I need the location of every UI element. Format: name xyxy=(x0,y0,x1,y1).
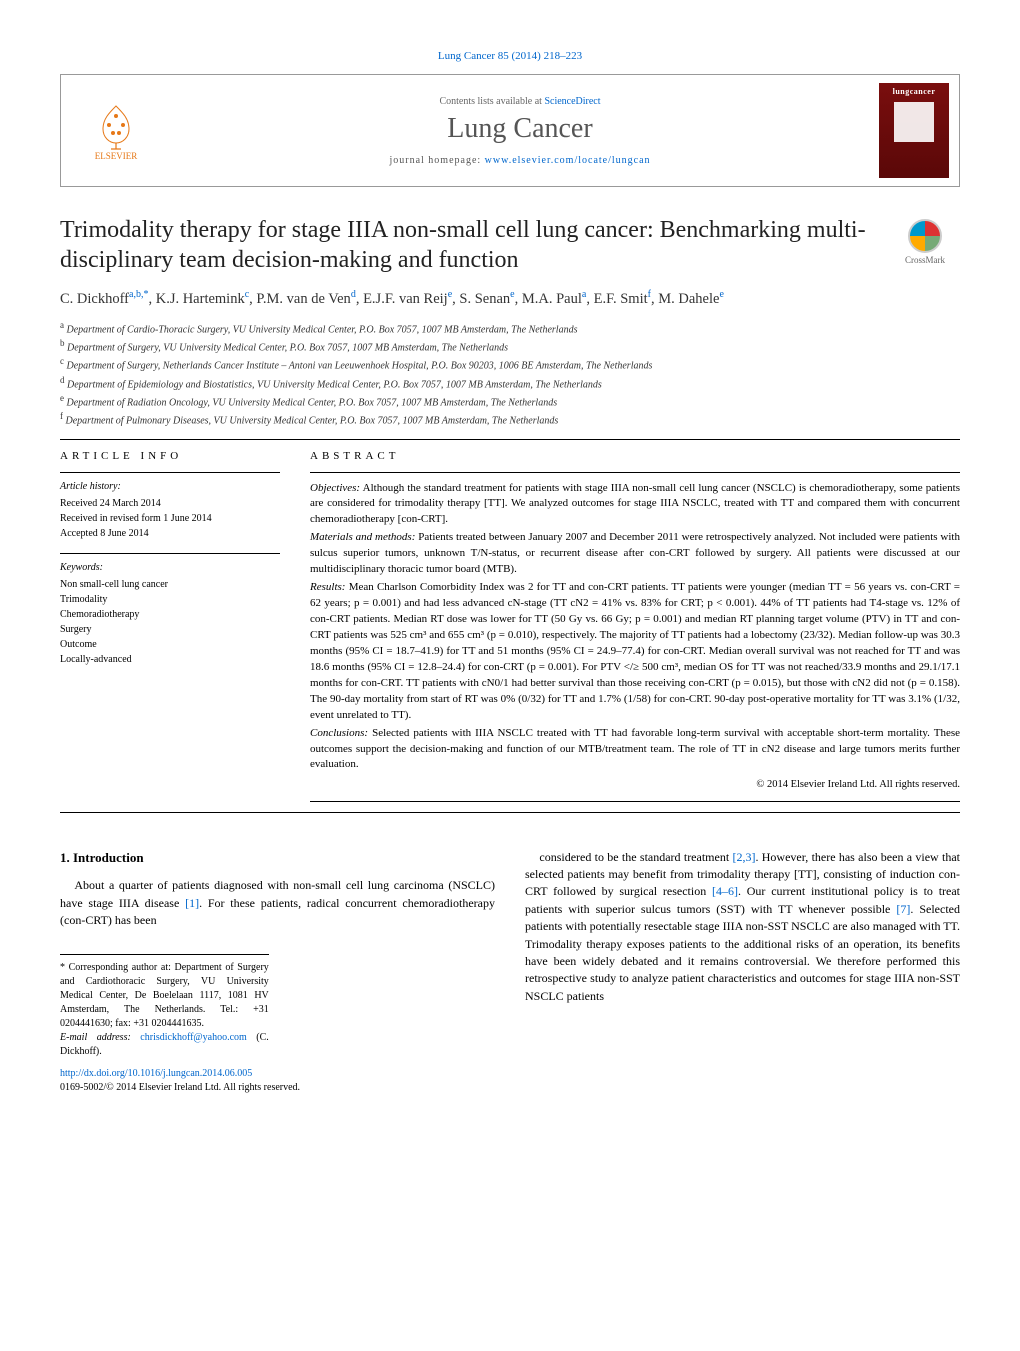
affiliation-item: a Department of Cardio-Thoracic Surgery,… xyxy=(60,319,960,337)
keyword-item: Surgery xyxy=(60,622,280,637)
email-label: E-mail address: xyxy=(60,1032,140,1043)
article-info-panel: ARTICLE INFO Article history: Received 2… xyxy=(60,450,280,802)
footnotes: * Corresponding author at: Department of… xyxy=(60,954,269,1059)
affiliation-item: b Department of Surgery, VU University M… xyxy=(60,337,960,355)
journal-reference: Lung Cancer 85 (2014) 218–223 xyxy=(60,50,960,62)
journal-header: ELSEVIER Contents lists available at Sci… xyxy=(60,74,960,187)
article-title: Trimodality therapy for stage IIIA non-s… xyxy=(60,215,878,275)
intro-para-1: About a quarter of patients diagnosed wi… xyxy=(60,877,495,929)
results-label: Results: xyxy=(310,581,345,593)
elsevier-logo: ELSEVIER xyxy=(71,86,161,176)
keyword-item: Outcome xyxy=(60,637,280,652)
elsevier-tree-icon xyxy=(91,101,141,151)
journal-homepage: journal homepage: www.elsevier.com/locat… xyxy=(161,155,879,166)
methods-label: Materials and methods: xyxy=(310,531,415,543)
affiliation-item: d Department of Epidemiology and Biostat… xyxy=(60,374,960,392)
email-link[interactable]: chrisdickhoff@yahoo.com xyxy=(140,1032,247,1043)
homepage-link[interactable]: www.elsevier.com/locate/lungcan xyxy=(485,155,651,166)
doi-link[interactable]: http://dx.doi.org/10.1016/j.lungcan.2014… xyxy=(60,1068,252,1079)
affiliation-item: f Department of Pulmonary Diseases, VU U… xyxy=(60,410,960,428)
body-column-left: 1. Introduction About a quarter of patie… xyxy=(60,849,495,1096)
separator xyxy=(60,812,960,813)
abstract-panel: ABSTRACT Objectives: Although the standa… xyxy=(310,450,960,802)
keyword-item: Locally-advanced xyxy=(60,652,280,667)
journal-name: Lung Cancer xyxy=(161,113,879,145)
sciencedirect-link[interactable]: ScienceDirect xyxy=(544,96,600,107)
affiliations-list: a Department of Cardio-Thoracic Surgery,… xyxy=(60,319,960,429)
keywords-label: Keywords: xyxy=(60,560,280,575)
authors-list: C. Dickhoffa,b,*, K.J. Harteminkc, P.M. … xyxy=(60,287,960,311)
article-info-heading: ARTICLE INFO xyxy=(60,450,280,462)
objectives-label: Objectives: xyxy=(310,482,360,494)
abstract-copyright: © 2014 Elsevier Ireland Ltd. All rights … xyxy=(310,777,960,792)
history-item: Accepted 8 June 2014 xyxy=(60,526,280,541)
crossmark-badge[interactable]: CrossMark xyxy=(890,219,960,265)
affiliation-item: e Department of Radiation Oncology, VU U… xyxy=(60,392,960,410)
issn-copyright: 0169-5002/© 2014 Elsevier Ireland Ltd. A… xyxy=(60,1082,300,1093)
journal-cover-thumbnail: lungcancer xyxy=(879,83,949,178)
separator xyxy=(60,439,960,440)
elsevier-label: ELSEVIER xyxy=(95,151,138,161)
crossmark-icon xyxy=(908,219,942,253)
body-column-right: considered to be the standard treatment … xyxy=(525,849,960,1096)
article-history-label: Article history: xyxy=(60,479,280,494)
intro-para-2: considered to be the standard treatment … xyxy=(525,849,960,1006)
keyword-item: Non small-cell lung cancer xyxy=(60,577,280,592)
history-item: Received in revised form 1 June 2014 xyxy=(60,511,280,526)
keyword-item: Chemoradiotherapy xyxy=(60,607,280,622)
objectives-text: Although the standard treatment for pati… xyxy=(310,482,960,526)
contents-available: Contents lists available at ScienceDirec… xyxy=(161,96,879,107)
conclusions-text: Selected patients with IIIA NSCLC treate… xyxy=(310,727,960,771)
corresponding-author: * Corresponding author at: Department of… xyxy=(60,961,269,1031)
results-text: Mean Charlson Comorbidity Index was 2 fo… xyxy=(310,581,960,721)
introduction-heading: 1. Introduction xyxy=(60,849,495,868)
history-item: Received 24 March 2014 xyxy=(60,496,280,511)
affiliation-item: c Department of Surgery, Netherlands Can… xyxy=(60,355,960,373)
abstract-heading: ABSTRACT xyxy=(310,450,960,462)
keyword-item: Trimodality xyxy=(60,592,280,607)
conclusions-label: Conclusions: xyxy=(310,727,368,739)
